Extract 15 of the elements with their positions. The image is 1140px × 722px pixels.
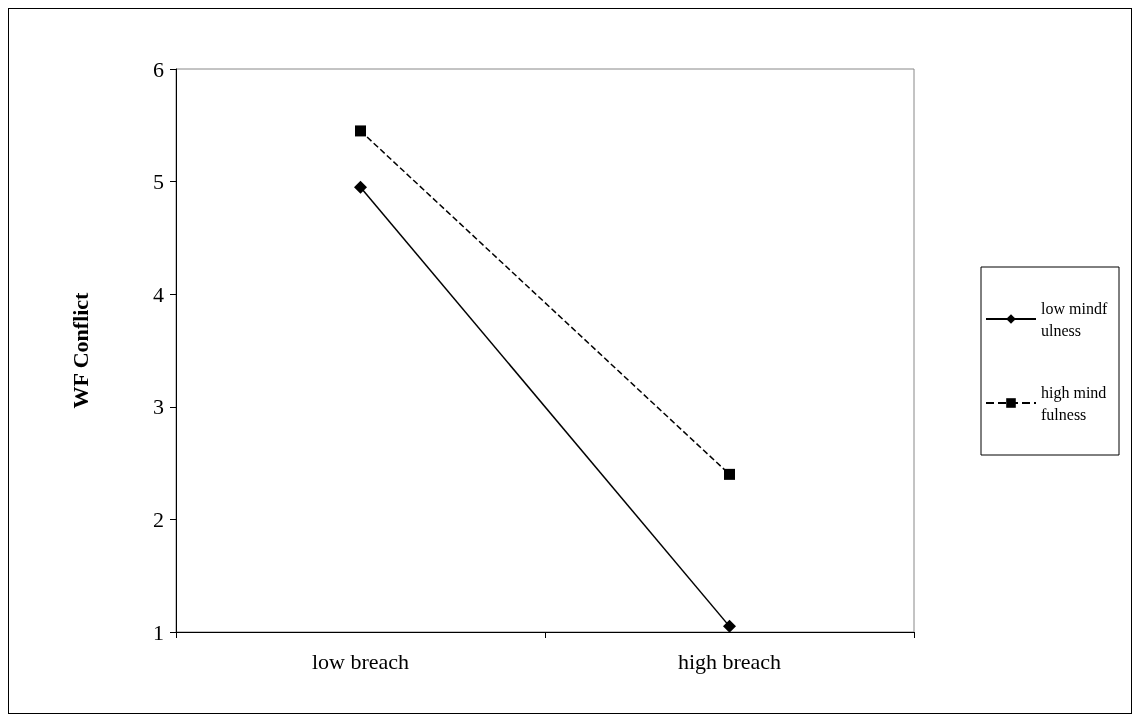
y-tick-label: 3 xyxy=(153,394,164,420)
y-tick-label: 4 xyxy=(153,281,164,307)
point xyxy=(724,468,735,480)
y-axis-title: WF Conflict xyxy=(67,291,93,409)
point xyxy=(355,125,366,137)
legend-label: high mindfulness xyxy=(1041,383,1107,423)
x-tick-label: low breach xyxy=(311,648,410,674)
y-tick-label: 6 xyxy=(153,56,164,82)
legend-label: low mindfulness xyxy=(1041,299,1108,339)
y-tick-label: 1 xyxy=(153,619,164,645)
y-tick-label: 5 xyxy=(153,169,164,195)
x-tick-label: high breach xyxy=(677,648,782,674)
point xyxy=(723,619,736,633)
y-tick-label: 2 xyxy=(153,506,164,532)
point xyxy=(354,180,367,194)
